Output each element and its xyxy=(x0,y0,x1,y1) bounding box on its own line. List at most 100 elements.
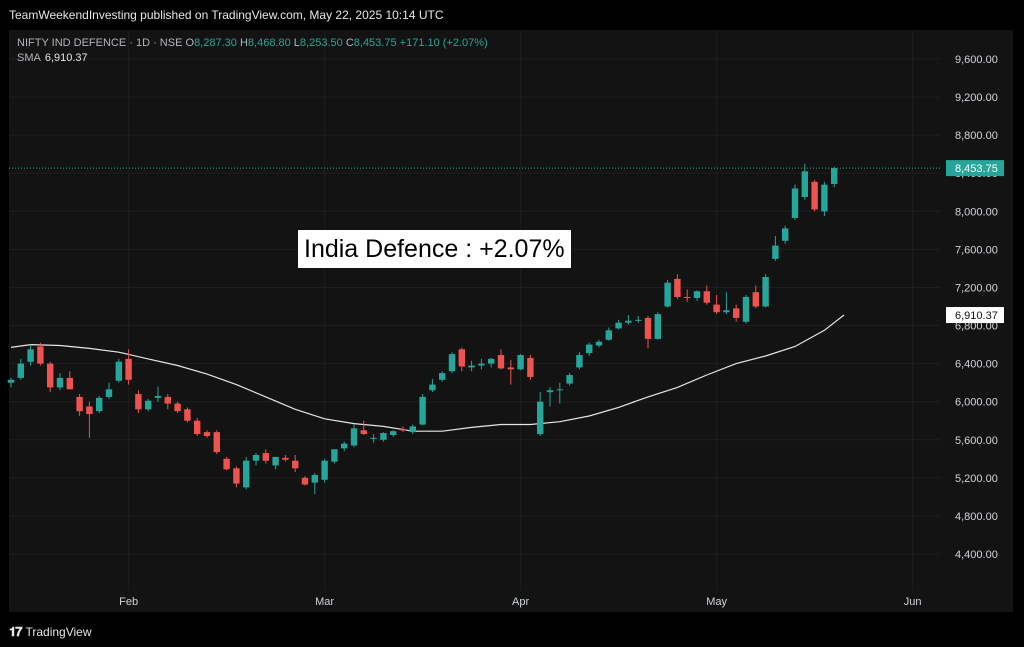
candle xyxy=(125,349,132,385)
candle-body xyxy=(801,171,808,198)
candle-body xyxy=(272,456,279,466)
candle xyxy=(311,473,318,495)
candle xyxy=(448,352,456,374)
candle xyxy=(76,394,83,416)
candle xyxy=(145,398,152,412)
price-tick-label: 7,600.00 xyxy=(955,244,998,256)
candle xyxy=(468,360,475,372)
candle xyxy=(262,449,269,464)
candle-body xyxy=(791,188,799,218)
candle xyxy=(615,319,622,330)
candle xyxy=(66,371,73,390)
candle xyxy=(586,342,593,356)
footer xyxy=(0,612,1024,647)
tradingview-logo[interactable]: 𝟏𝟕 TradingView xyxy=(9,624,92,640)
candle-body xyxy=(184,409,191,421)
candle xyxy=(811,179,818,212)
candle-body xyxy=(811,181,818,210)
candle-body xyxy=(390,431,397,436)
price-tick-label: 6,800.00 xyxy=(955,321,998,333)
open-label: O xyxy=(185,37,195,49)
candle xyxy=(527,355,534,380)
price-tick-label: 4,800.00 xyxy=(955,511,998,523)
candle xyxy=(733,304,740,322)
candle-body xyxy=(7,379,15,383)
candle xyxy=(223,456,230,471)
candle-body xyxy=(713,304,720,313)
candle-body xyxy=(154,395,162,398)
high-label: H xyxy=(239,37,248,49)
candle-body xyxy=(86,406,93,415)
candle xyxy=(292,455,299,473)
candle xyxy=(693,290,701,301)
time-tick-label: Apr xyxy=(512,596,529,608)
candle-body xyxy=(419,396,426,425)
candle xyxy=(625,315,632,325)
sma-line-group xyxy=(10,314,845,432)
candle-body xyxy=(125,358,132,380)
candle-body xyxy=(174,403,181,412)
candle-body xyxy=(605,330,612,340)
candle-body xyxy=(488,358,495,364)
candle-body xyxy=(17,363,24,378)
candle xyxy=(546,387,554,407)
price-tick-label: 6,400.00 xyxy=(955,359,998,371)
low-value: 8,253.50 xyxy=(299,37,343,49)
candle-body xyxy=(380,433,387,440)
candle xyxy=(497,349,505,370)
sma-value: 6,910.37 xyxy=(44,52,88,64)
candle-body xyxy=(742,296,750,322)
candle-body xyxy=(664,282,671,307)
candle xyxy=(644,316,652,349)
candle xyxy=(791,184,799,220)
candle-body xyxy=(693,291,701,298)
candle-body xyxy=(252,455,260,461)
candle-body xyxy=(243,460,250,488)
open-value: 8,287.30 xyxy=(194,37,237,49)
candle xyxy=(605,327,612,341)
candle-body xyxy=(703,291,710,303)
candle xyxy=(7,377,15,388)
candle-body xyxy=(566,375,573,384)
candle xyxy=(566,373,573,386)
candle-body xyxy=(223,458,230,470)
chart-panel[interactable] xyxy=(9,30,1013,612)
candle xyxy=(27,344,34,366)
candle-body xyxy=(684,296,691,298)
sma-badge-text: 6,910.37 xyxy=(955,310,998,322)
candle xyxy=(419,394,426,426)
candle xyxy=(350,424,358,448)
candle-body xyxy=(301,477,309,485)
candle-body xyxy=(821,184,828,212)
candle xyxy=(782,225,789,244)
candle xyxy=(674,274,681,299)
performance-annotation: India Defence : +2.07% xyxy=(298,230,571,268)
candle xyxy=(635,316,642,323)
candle-body xyxy=(66,377,73,390)
candle xyxy=(135,390,142,414)
candle xyxy=(762,274,769,308)
candle-body xyxy=(409,426,416,433)
change-value: +171.10 (+2.07%) xyxy=(399,37,488,49)
candle-body xyxy=(37,346,44,364)
candle-body xyxy=(576,355,583,368)
candle-body xyxy=(96,397,103,412)
candle-body xyxy=(262,453,269,461)
candle-body xyxy=(595,341,603,346)
candle-body xyxy=(360,430,367,435)
candle xyxy=(243,456,250,490)
candle-body xyxy=(115,361,122,381)
candle xyxy=(801,163,808,200)
candle-body xyxy=(615,322,622,329)
high-value: 8,468.80 xyxy=(247,37,291,49)
candle-body xyxy=(105,389,113,397)
candle-body xyxy=(556,389,563,391)
candle-body xyxy=(282,457,289,460)
candle-body xyxy=(674,278,681,297)
candle-body xyxy=(625,320,632,323)
time-tick-label: Feb xyxy=(119,596,138,608)
tradingview-logo-icon: 𝟏𝟕 xyxy=(9,624,23,639)
candle-body xyxy=(47,363,54,388)
price-tick-label: 9,200.00 xyxy=(955,92,998,104)
